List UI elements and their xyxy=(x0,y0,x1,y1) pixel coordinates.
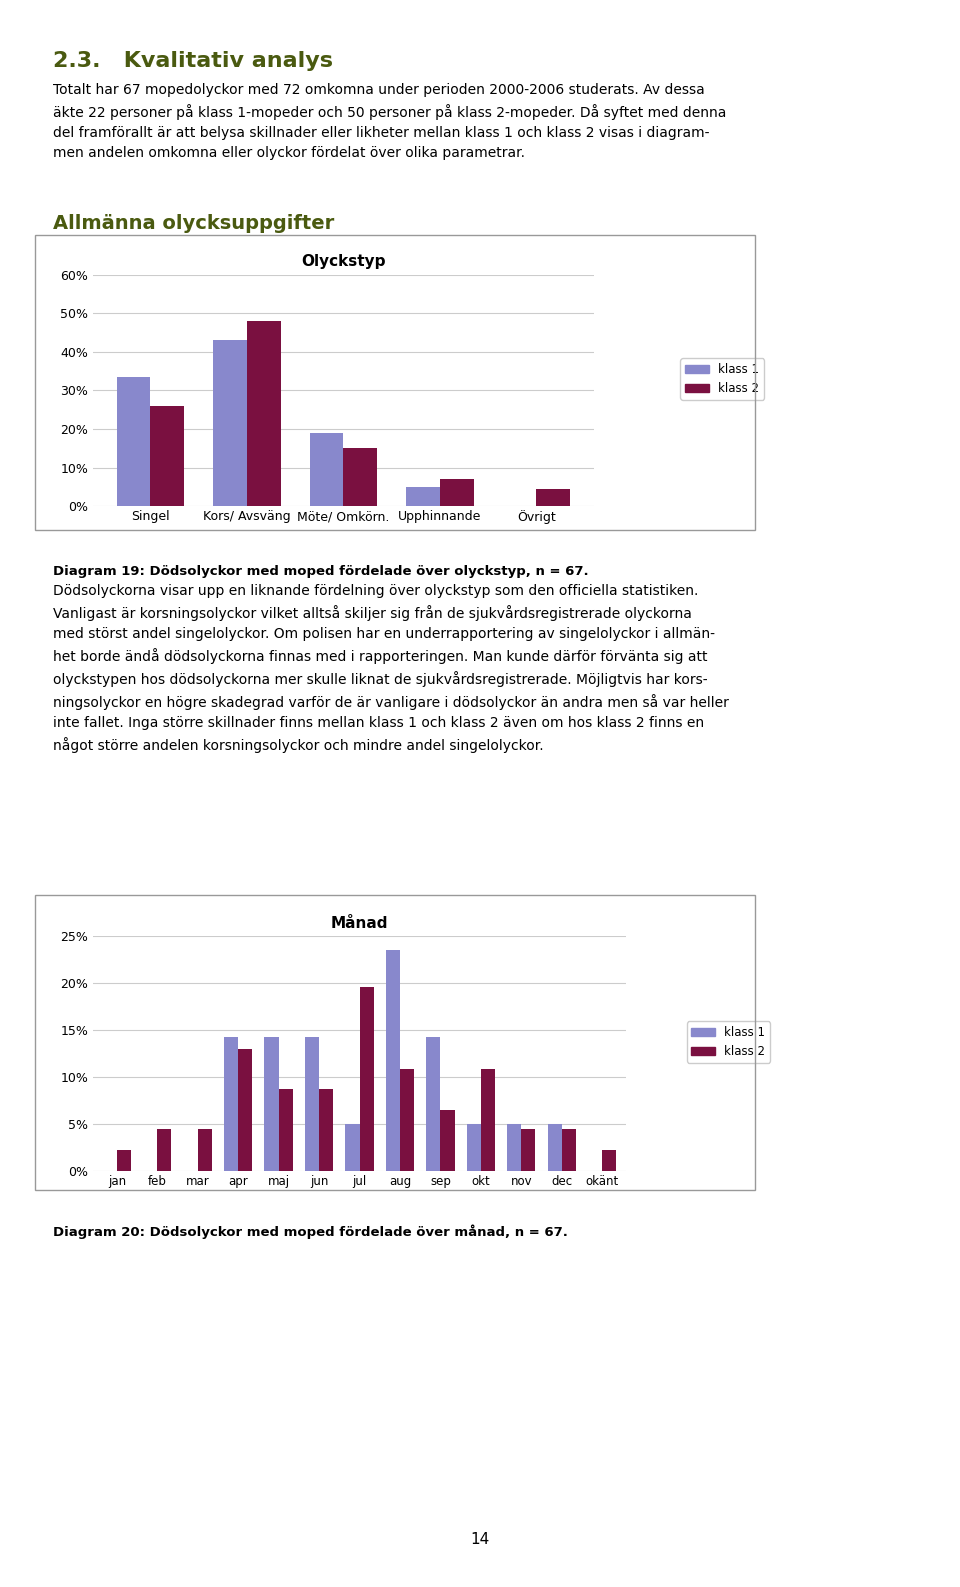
Bar xyxy=(265,1036,278,1171)
Bar xyxy=(441,1109,455,1171)
Bar xyxy=(481,1068,495,1171)
Bar xyxy=(319,1089,333,1171)
Text: Dödsolyckorna visar upp en liknande fördelning över olyckstyp som den officiella: Dödsolyckorna visar upp en liknande förd… xyxy=(53,584,729,754)
Legend: klass 1, klass 2: klass 1, klass 2 xyxy=(681,359,764,400)
Bar xyxy=(562,1128,576,1171)
Bar xyxy=(198,1128,212,1171)
Bar xyxy=(238,1049,252,1171)
Text: Allmänna olycksuppgifter: Allmänna olycksuppgifter xyxy=(53,214,334,233)
Bar xyxy=(310,433,344,506)
Bar xyxy=(278,1089,293,1171)
Bar xyxy=(602,1151,616,1171)
Bar xyxy=(467,1124,481,1171)
Title: Månad: Månad xyxy=(331,916,388,932)
Text: Diagram 20: Dödsolyckor med moped fördelade över månad, n = 67.: Diagram 20: Dödsolyckor med moped fördel… xyxy=(53,1225,567,1239)
Bar xyxy=(440,479,473,506)
Bar xyxy=(406,487,440,506)
Bar xyxy=(151,406,184,506)
Text: Totalt har 67 mopedolyckor med 72 omkomna under perioden 2000-2006 studerats. Av: Totalt har 67 mopedolyckor med 72 omkomn… xyxy=(53,83,726,160)
Text: 14: 14 xyxy=(470,1533,490,1547)
Title: Olyckstyp: Olyckstyp xyxy=(301,254,386,270)
Bar xyxy=(360,987,373,1171)
Bar xyxy=(224,1036,238,1171)
Bar xyxy=(117,378,151,506)
Bar xyxy=(386,951,400,1171)
Bar xyxy=(117,1151,131,1171)
Bar xyxy=(507,1124,521,1171)
Bar xyxy=(400,1068,414,1171)
Bar xyxy=(346,1124,360,1171)
Legend: klass 1, klass 2: klass 1, klass 2 xyxy=(686,1020,770,1063)
Bar xyxy=(537,489,570,506)
Bar xyxy=(213,340,247,506)
Bar xyxy=(305,1036,319,1171)
Text: 2.3.   Kvalitativ analys: 2.3. Kvalitativ analys xyxy=(53,51,333,71)
Bar xyxy=(426,1036,441,1171)
Bar xyxy=(521,1128,536,1171)
Bar xyxy=(547,1124,562,1171)
Bar xyxy=(157,1128,172,1171)
Bar xyxy=(247,321,280,506)
Bar xyxy=(344,448,377,506)
Text: Diagram 19: Dödsolyckor med moped fördelade över olyckstyp, n = 67.: Diagram 19: Dödsolyckor med moped fördel… xyxy=(53,565,588,578)
